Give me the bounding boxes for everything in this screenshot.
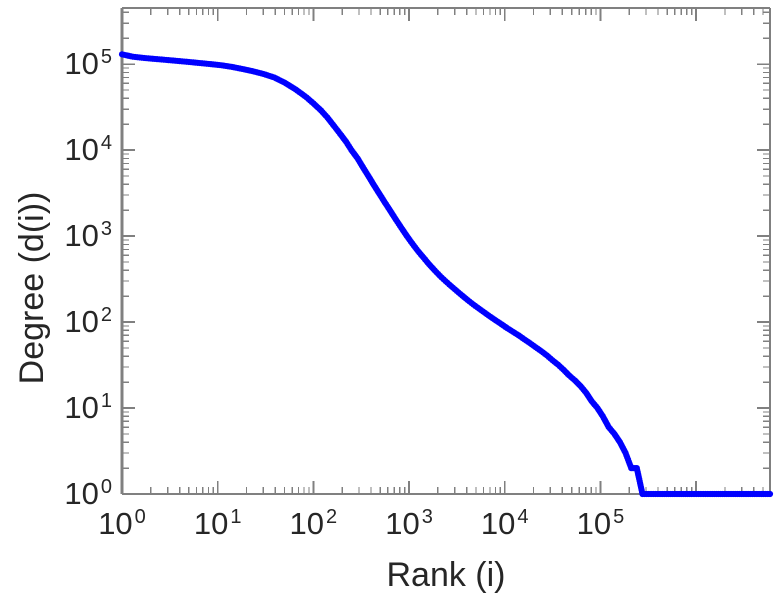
x-tick-label: 10 1 (193, 505, 242, 541)
y-tick-label: 10 5 (64, 45, 112, 82)
x-tick-label: 10 3 (385, 505, 433, 541)
y-tick-label: 10 0 (64, 475, 112, 511)
x-axis-label: Rank (i) (386, 556, 506, 594)
y-tick-label: 10 1 (64, 389, 112, 426)
y-tick-label: 10 3 (64, 217, 112, 254)
x-tick-label: 10 5 (576, 505, 625, 541)
data-series-degree-rank (118, 51, 774, 498)
axis-ticks (121, 8, 770, 495)
y-tick-label: 10 4 (64, 131, 112, 168)
y-axis-label: Degree (d(i)) (13, 191, 51, 385)
x-tick-label: 10 4 (480, 505, 529, 541)
y-tick-label: 10 2 (64, 303, 112, 340)
axes-frame (120, 6, 772, 496)
x-tick-label: 10 0 (98, 505, 146, 541)
x-tick-label: 10 2 (289, 505, 338, 541)
